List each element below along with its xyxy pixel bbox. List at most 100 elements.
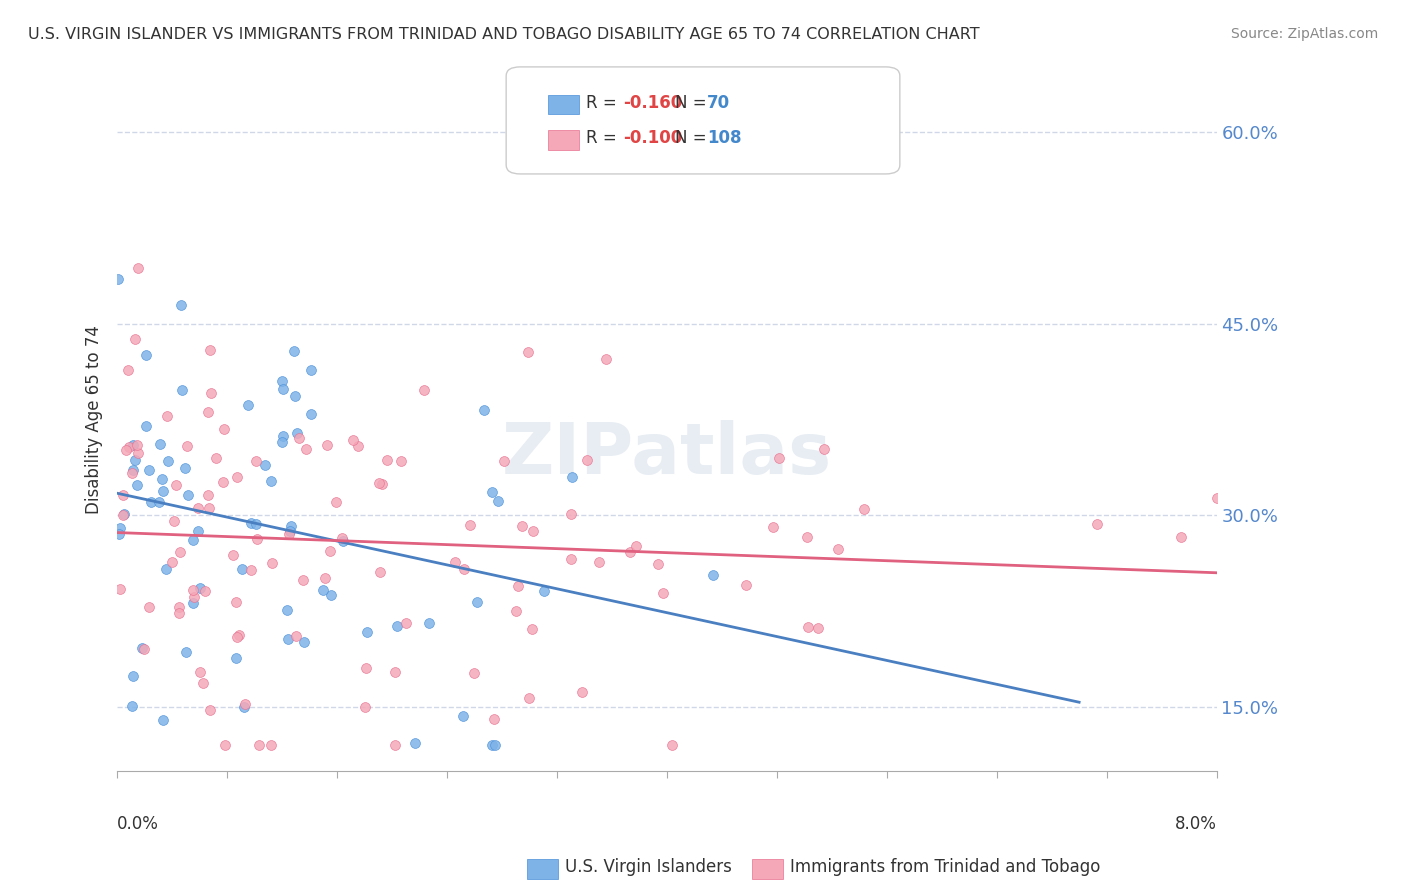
Point — [288, 431, 311, 445]
Point — [332, 533, 354, 548]
Point — [232, 699, 254, 714]
Point — [198, 343, 221, 357]
Point — [342, 433, 364, 447]
Point — [114, 443, 136, 458]
Point — [1170, 530, 1192, 544]
Point — [280, 518, 302, 533]
Point — [506, 579, 529, 593]
Point — [796, 530, 818, 544]
Point — [271, 382, 294, 396]
Point — [260, 738, 283, 752]
Point — [148, 495, 170, 509]
Point — [253, 458, 276, 472]
Point — [346, 439, 368, 453]
Point — [212, 422, 235, 436]
Point — [797, 620, 820, 634]
Point — [181, 533, 204, 547]
Point — [325, 494, 347, 508]
Point — [619, 545, 641, 559]
Point — [492, 454, 515, 468]
Point — [292, 635, 315, 649]
Point — [170, 298, 193, 312]
Point — [484, 738, 506, 752]
Point — [117, 363, 139, 377]
Text: -0.160: -0.160 — [623, 94, 682, 112]
Point — [191, 675, 214, 690]
Point — [453, 562, 475, 576]
Text: N =: N = — [675, 94, 711, 112]
Point — [197, 488, 219, 502]
Text: Immigrants from Trinidad and Tobago: Immigrants from Trinidad and Tobago — [790, 858, 1101, 876]
Text: 8.0%: 8.0% — [1174, 815, 1216, 833]
Point — [186, 501, 208, 516]
Point — [295, 442, 318, 456]
Point — [238, 398, 260, 412]
Text: 0.0%: 0.0% — [117, 815, 159, 833]
Point — [198, 703, 221, 717]
Point — [187, 524, 209, 539]
Point — [183, 591, 205, 605]
Point — [107, 526, 129, 541]
Point — [277, 632, 299, 646]
Point — [762, 520, 785, 534]
Point — [702, 568, 724, 582]
Point — [418, 616, 440, 631]
Point — [278, 526, 301, 541]
Point — [111, 508, 134, 522]
Y-axis label: Disability Age 65 to 74: Disability Age 65 to 74 — [86, 326, 103, 514]
Point — [371, 476, 394, 491]
Point — [245, 454, 267, 468]
Point — [169, 606, 191, 620]
Point — [150, 472, 173, 486]
Point — [226, 630, 249, 644]
Point — [194, 583, 217, 598]
Text: U.S. VIRGIN ISLANDER VS IMMIGRANTS FROM TRINIDAD AND TOBAGO DISABILITY AGE 65 TO: U.S. VIRGIN ISLANDER VS IMMIGRANTS FROM … — [28, 27, 980, 42]
Point — [389, 454, 412, 468]
Point — [222, 548, 245, 562]
Point — [225, 595, 247, 609]
Point — [138, 463, 160, 477]
Point — [260, 556, 283, 570]
Point — [560, 507, 582, 521]
Point — [165, 478, 187, 492]
Point — [132, 641, 155, 656]
Point — [124, 332, 146, 346]
Text: 70: 70 — [707, 94, 730, 112]
Point — [588, 555, 610, 569]
Point — [735, 578, 758, 592]
Point — [806, 621, 828, 635]
Point — [522, 622, 544, 636]
Point — [283, 343, 305, 358]
Point — [661, 738, 683, 752]
Point — [211, 475, 233, 489]
Point — [486, 494, 509, 508]
Point — [246, 533, 269, 547]
Point — [177, 488, 200, 502]
Point — [131, 640, 153, 655]
Point — [512, 519, 534, 533]
Point — [174, 644, 197, 658]
Point — [118, 440, 141, 454]
Point — [404, 736, 426, 750]
Point — [122, 438, 145, 452]
Point — [481, 738, 503, 752]
Point — [174, 461, 197, 475]
Point — [271, 429, 294, 443]
Text: R =: R = — [586, 94, 623, 112]
Point — [148, 437, 170, 451]
Point — [314, 571, 336, 585]
Point — [384, 738, 406, 752]
Point — [181, 582, 204, 597]
Point — [482, 713, 505, 727]
Point — [647, 558, 669, 572]
Point — [444, 555, 467, 569]
Point — [260, 474, 283, 488]
Point — [135, 348, 157, 362]
Point — [299, 407, 322, 421]
Point — [519, 691, 541, 706]
Point — [176, 440, 198, 454]
Point — [522, 524, 544, 538]
Point — [278, 524, 301, 539]
Point — [354, 699, 377, 714]
Point — [271, 374, 294, 388]
